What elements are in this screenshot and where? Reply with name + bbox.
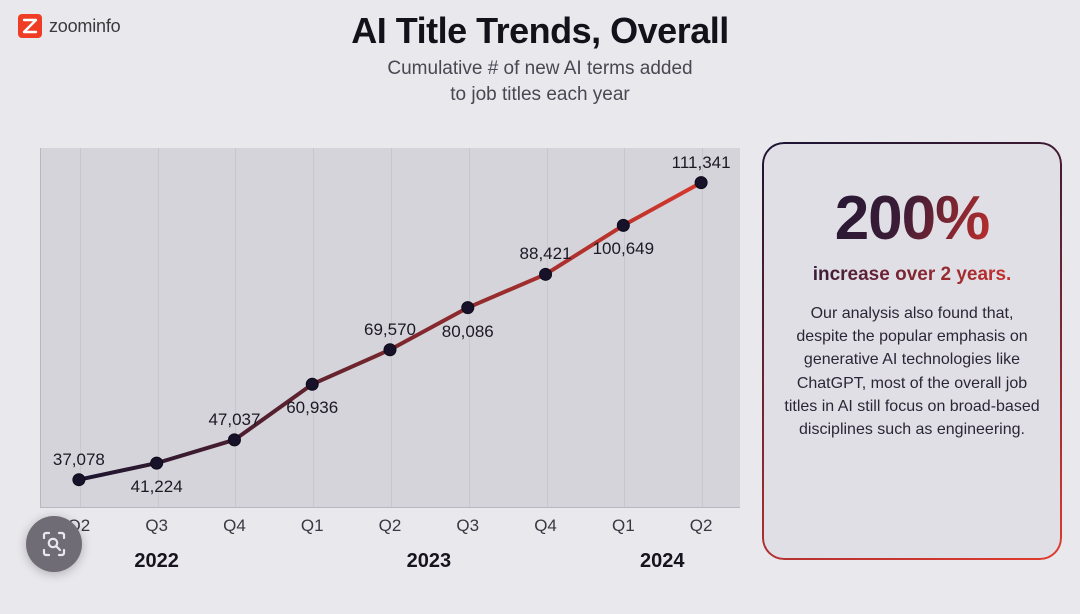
year-label: 2024: [640, 550, 685, 573]
data-point: [228, 434, 240, 446]
x-axis-label: Q4: [534, 516, 557, 536]
callout-body: Our analysis also found that, despite th…: [784, 302, 1040, 441]
subtitle-line-1: Cumulative # of new AI terms added: [387, 58, 692, 79]
data-point: [540, 268, 552, 280]
year-label: 2023: [407, 550, 452, 573]
x-axis-label: Q4: [223, 516, 246, 536]
chart-subtitle: Cumulative # of new AI terms added to jo…: [0, 56, 1080, 107]
callout-big-stat: 200%: [784, 188, 1040, 250]
data-point: [695, 177, 707, 189]
x-axis-label: Q3: [145, 516, 168, 536]
data-label: 60,936: [286, 398, 338, 418]
data-point: [462, 302, 474, 314]
data-label: 41,224: [131, 477, 183, 497]
data-label: 100,649: [593, 239, 654, 259]
data-label: 37,078: [53, 450, 105, 470]
data-label: 111,341: [672, 153, 731, 173]
data-point: [151, 457, 163, 469]
callout-panel: 200% increase over 2 years. Our analysis…: [762, 142, 1062, 560]
data-label: 80,086: [442, 322, 494, 342]
data-point: [384, 344, 396, 356]
callout-headline: increase over 2 years.: [784, 264, 1040, 286]
x-axis-label: Q2: [379, 516, 402, 536]
year-label: 2022: [134, 550, 179, 573]
data-label: 69,570: [364, 320, 416, 340]
data-point: [617, 219, 629, 231]
data-label: 88,421: [520, 244, 572, 264]
x-axis-label: Q1: [301, 516, 324, 536]
chart-area: Q2Q3Q4Q1Q2Q3Q4Q1Q220222023202437,07841,2…: [40, 148, 740, 548]
data-point: [306, 378, 318, 390]
subtitle-line-2: to job titles each year: [450, 84, 630, 105]
chart-title: AI Title Trends, Overall: [0, 10, 1080, 52]
data-point: [73, 474, 85, 486]
image-search-button[interactable]: [26, 516, 82, 572]
lens-icon: [39, 529, 69, 559]
x-axis-label: Q3: [456, 516, 479, 536]
x-axis-label: Q1: [612, 516, 635, 536]
x-axis-label: Q2: [690, 516, 713, 536]
data-label: 47,037: [208, 410, 260, 430]
